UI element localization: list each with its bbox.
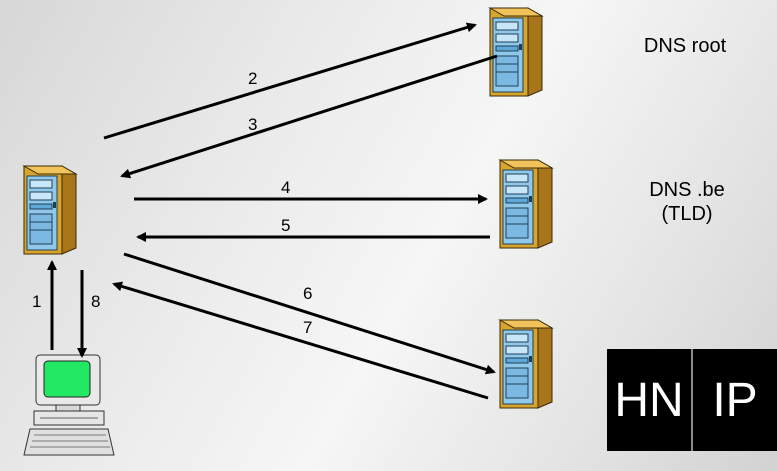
step-label-5: 5 <box>281 216 291 235</box>
step-label-3: 3 <box>248 115 258 134</box>
client-computer-icon <box>23 354 115 456</box>
arrow-step-3 <box>120 54 498 179</box>
step-label-8: 8 <box>91 292 101 311</box>
dns-root-label: DNS root <box>643 35 727 57</box>
dns-tld-label: DNS .be (TLD) <box>622 178 752 226</box>
resolver-server-icon <box>23 165 77 255</box>
step-label-7: 7 <box>303 318 313 337</box>
arrow-step-7 <box>112 281 489 400</box>
hostname-column: HN <box>614 373 684 427</box>
hostname-ip-table: HN IP <box>607 349 777 451</box>
dns-tld-label-line1: DNS .be <box>649 179 725 201</box>
dns-tld-label-line2: (TLD) <box>661 203 713 225</box>
step-label-6: 6 <box>303 284 313 303</box>
arrow-step-6 <box>123 252 496 375</box>
step-label-1: 1 <box>32 292 42 311</box>
authoritative-server-icon <box>499 319 553 409</box>
table-divider <box>691 349 693 451</box>
step-label-2: 2 <box>248 69 258 88</box>
dns-tld-server-icon <box>499 159 553 249</box>
ip-column: IP <box>712 373 758 427</box>
dns-root-server-icon <box>489 7 543 97</box>
arrow-step-2 <box>103 22 477 140</box>
step-label-4: 4 <box>281 178 291 197</box>
